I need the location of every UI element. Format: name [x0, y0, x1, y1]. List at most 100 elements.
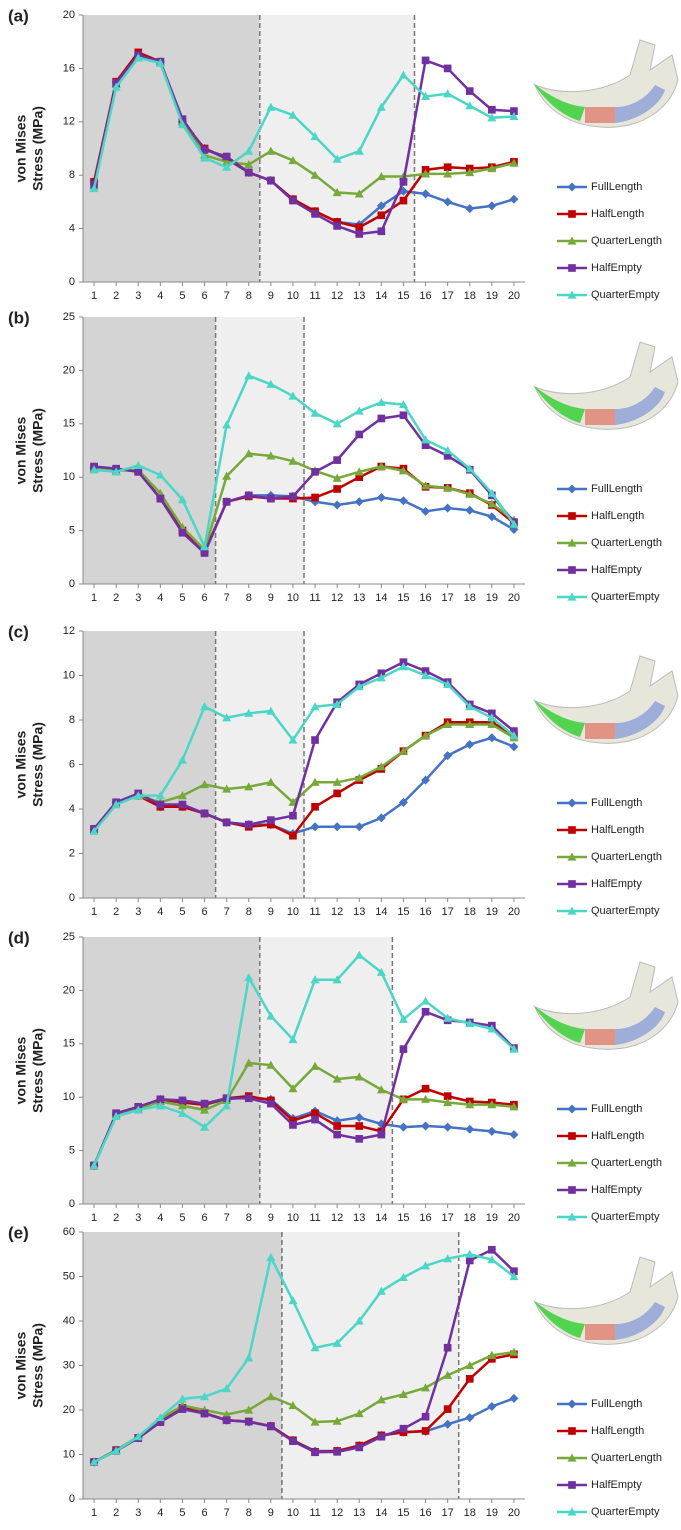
y-tick-label: 5	[69, 1145, 75, 1157]
data-point	[421, 731, 431, 740]
legend-marker	[567, 290, 577, 299]
y-tick-label: 25	[63, 931, 75, 943]
legend-label: QuarterEmpty	[591, 289, 660, 301]
x-tick-label: 6	[201, 906, 207, 918]
data-point	[244, 973, 254, 982]
y-axis-label: Stress (MPa)	[30, 408, 46, 493]
data-point	[465, 464, 475, 473]
data-point	[398, 1122, 408, 1132]
y-tick-label: 8	[69, 714, 75, 726]
x-tick-label: 15	[397, 592, 409, 604]
data-point	[509, 1044, 519, 1053]
data-point	[222, 497, 231, 506]
data-point	[200, 1409, 209, 1418]
data-point	[465, 719, 475, 729]
data-point	[222, 1384, 232, 1393]
jaw-blue	[615, 701, 665, 739]
data-point	[200, 1099, 209, 1108]
data-point	[111, 467, 121, 476]
legend-marker	[567, 1104, 577, 1114]
y-axis-label: von Mises	[13, 416, 29, 484]
data-point	[244, 1094, 253, 1103]
legend-label: HalfLength	[591, 208, 644, 220]
data-point	[465, 1249, 475, 1258]
data-point	[398, 1272, 408, 1281]
data-point	[310, 1417, 320, 1426]
legend-marker	[567, 798, 577, 808]
x-tick-label: 16	[419, 592, 431, 604]
legend-label: FullLength	[591, 181, 642, 193]
x-tick-label: 20	[508, 592, 520, 604]
data-point	[333, 485, 341, 493]
data-point	[509, 1393, 519, 1403]
data-point	[200, 702, 210, 711]
y-tick-label: 10	[63, 471, 75, 483]
data-point	[509, 111, 519, 121]
x-tick-label: 2	[113, 592, 119, 604]
data-point	[376, 1286, 386, 1295]
data-point	[200, 809, 209, 818]
data-point	[443, 1122, 453, 1132]
legend-marker	[568, 826, 576, 834]
data-point	[332, 699, 342, 709]
data-point	[487, 488, 497, 497]
legend-marker	[567, 906, 577, 915]
y-tick-label: 20	[63, 1404, 75, 1416]
data-point	[288, 735, 298, 744]
data-point	[398, 662, 408, 671]
data-point	[222, 157, 232, 166]
data-point	[443, 1254, 453, 1263]
x-tick-label: 16	[419, 1212, 431, 1224]
data-point	[222, 1416, 231, 1425]
x-tick-label: 10	[287, 906, 299, 918]
x-tick-label: 5	[179, 906, 185, 918]
x-tick-label: 19	[486, 592, 498, 604]
series-line	[93, 374, 515, 551]
data-point	[155, 1413, 165, 1422]
data-point	[222, 162, 232, 171]
x-tick-label: 2	[113, 1507, 119, 1519]
data-point	[354, 1316, 364, 1325]
data-point	[244, 449, 254, 458]
data-point	[465, 168, 475, 177]
data-point	[376, 172, 386, 181]
data-point	[398, 797, 408, 807]
legend-label: QuarterEmpty	[591, 591, 660, 603]
data-point	[133, 791, 143, 800]
y-tick-label: 20	[63, 9, 75, 21]
data-point	[398, 746, 408, 755]
data-point	[443, 1098, 453, 1107]
y-tick-label: 0	[69, 1493, 75, 1505]
x-tick-label: 5	[179, 290, 185, 302]
data-point	[399, 1045, 408, 1053]
series-line	[92, 953, 515, 1167]
x-tick-label: 6	[201, 1212, 207, 1224]
data-point	[487, 1024, 497, 1033]
x-tick-label: 17	[442, 906, 454, 918]
data-point	[244, 160, 254, 169]
x-tick-label: 12	[331, 906, 343, 918]
data-point	[354, 773, 364, 782]
panel-label: (e)	[8, 1223, 29, 1242]
x-tick-label: 10	[287, 1507, 299, 1519]
data-point	[443, 1405, 452, 1413]
data-point	[244, 1417, 253, 1426]
x-tick-label: 19	[486, 1507, 498, 1519]
jaw-blue	[615, 85, 665, 123]
y-tick-label: 0	[69, 276, 75, 288]
legend-marker	[568, 1481, 576, 1489]
region-light	[281, 1232, 459, 1499]
data-point	[421, 996, 431, 1005]
y-tick-label: 5	[69, 525, 75, 537]
y-tick-label: 8	[69, 169, 75, 181]
data-point	[332, 419, 342, 428]
x-tick-label: 17	[442, 1212, 454, 1224]
data-point	[487, 1401, 497, 1411]
data-point	[421, 1121, 431, 1131]
legend-marker	[567, 1158, 577, 1167]
y-tick-label: 30	[63, 1359, 75, 1371]
x-tick-label: 7	[224, 1507, 230, 1519]
y-tick-label: 12	[63, 625, 75, 637]
data-point	[222, 420, 232, 429]
legend-label: HalfLength	[591, 510, 644, 522]
